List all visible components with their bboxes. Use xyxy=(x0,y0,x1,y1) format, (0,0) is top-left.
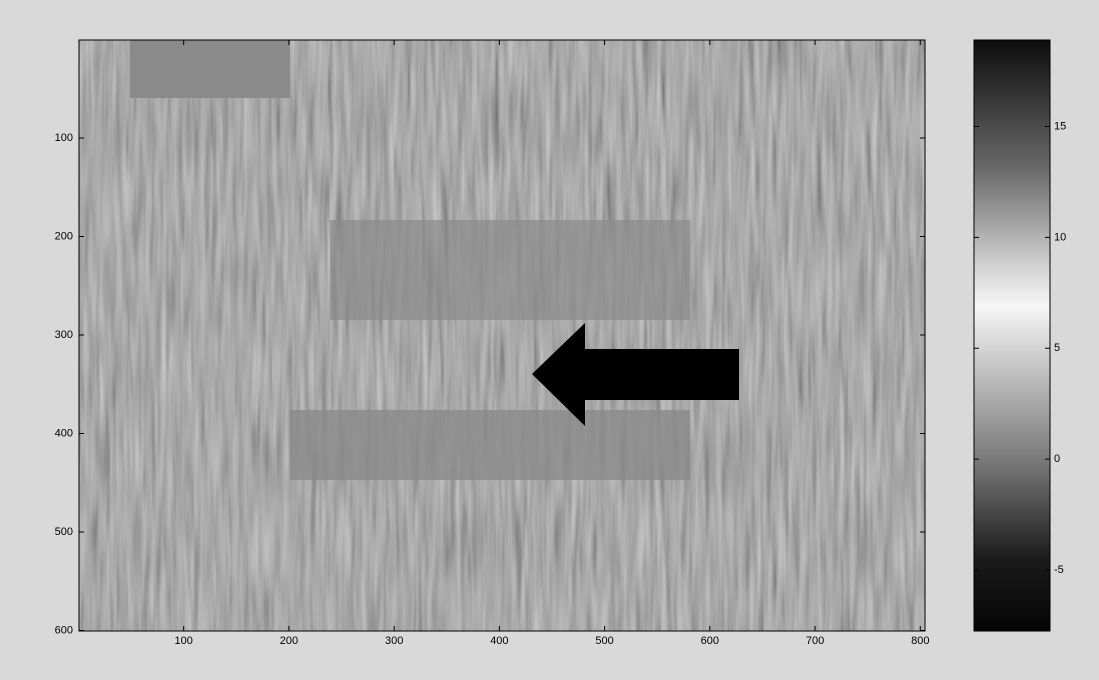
y-tick-label: 500 xyxy=(55,526,73,538)
x-tick-label: 300 xyxy=(385,635,403,647)
x-tick-label: 400 xyxy=(490,635,508,647)
x-tick-label: 500 xyxy=(595,635,613,647)
colorbar-tick-label: 0 xyxy=(1054,453,1060,465)
y-tick-label: 200 xyxy=(55,230,73,242)
colorbar-tick-label: 5 xyxy=(1054,342,1060,354)
y-tick-label: 400 xyxy=(55,427,73,439)
y-tick-label: 600 xyxy=(55,624,73,636)
image-flat-region xyxy=(290,410,690,480)
x-tick-label: 200 xyxy=(280,635,298,647)
y-tick-label: 100 xyxy=(55,132,73,144)
image-axes xyxy=(79,40,925,631)
figure: 1002003004005006007008001002003004005006… xyxy=(0,0,1099,680)
x-tick-label: 700 xyxy=(806,635,824,647)
x-tick-label: 100 xyxy=(175,635,193,647)
y-tick-label: 300 xyxy=(55,329,73,341)
x-tick-label: 600 xyxy=(701,635,719,647)
colorbar-tick-label: 10 xyxy=(1054,231,1066,243)
x-tick-label: 800 xyxy=(911,635,929,647)
colorbar xyxy=(974,40,1050,631)
colorbar-tick-label: 15 xyxy=(1054,120,1066,132)
image-flat-region xyxy=(130,40,290,98)
image-flat-region xyxy=(330,220,690,320)
colorbar-tick-label: -5 xyxy=(1054,564,1064,576)
image-texture xyxy=(79,40,925,631)
